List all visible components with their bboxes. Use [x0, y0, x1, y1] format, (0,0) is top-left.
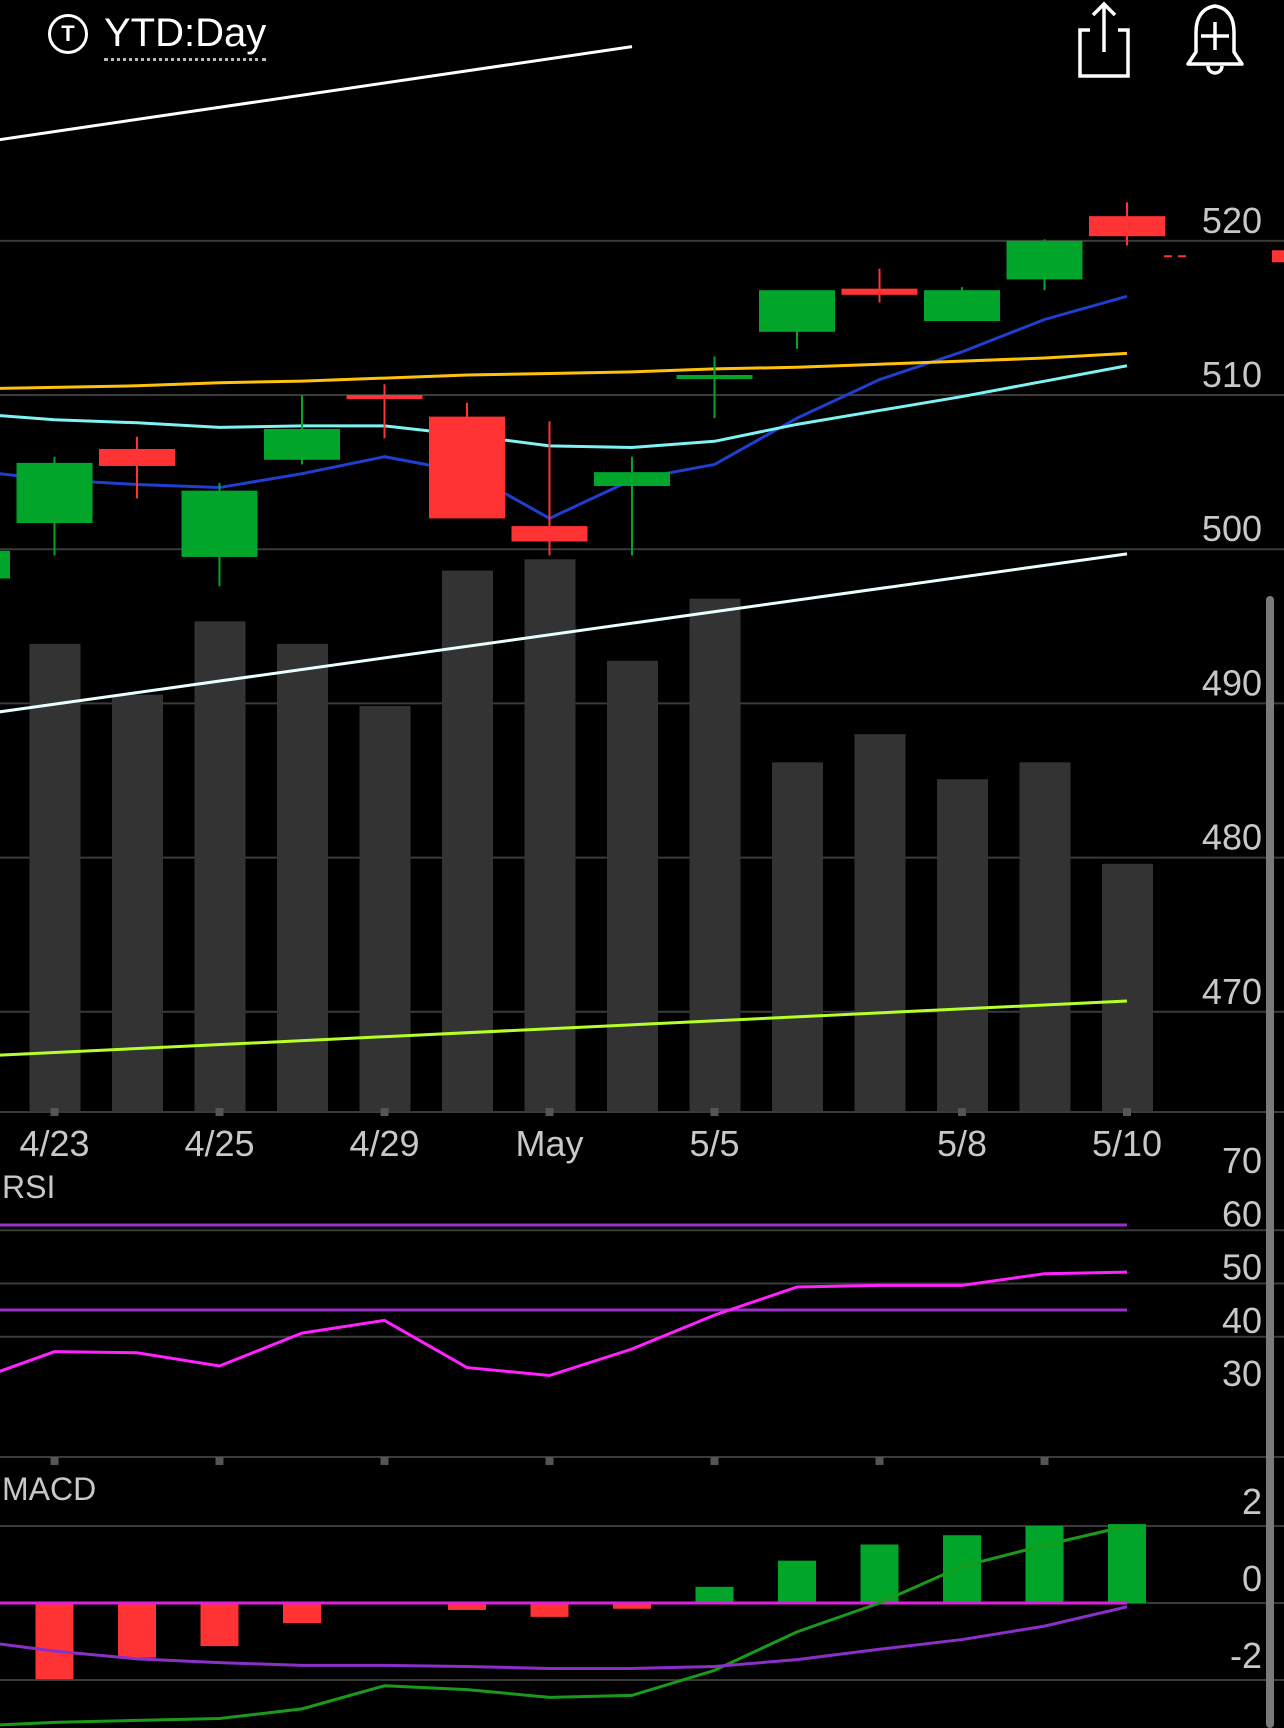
rsi-x-tick-mark	[215, 1457, 224, 1465]
scrollbar	[1266, 596, 1274, 1728]
candle	[841, 288, 918, 295]
price-tick-label: 470	[1202, 971, 1262, 1012]
rsi-x-tick-mark	[875, 1457, 884, 1465]
x-tick-label: 5/8	[937, 1123, 987, 1164]
macd-histogram-bar	[530, 1603, 569, 1617]
x-tick-label: 4/29	[349, 1123, 419, 1164]
candle	[99, 449, 175, 466]
moving-average-line	[0, 351, 1128, 390]
candle	[346, 395, 423, 400]
bell-plus-icon[interactable]	[1182, 0, 1248, 80]
macd-histogram-bar	[695, 1586, 734, 1603]
price-tick-label: 480	[1202, 817, 1262, 858]
macd-histogram-bar	[1025, 1526, 1064, 1603]
macd-histogram-bar	[613, 1603, 651, 1609]
x-tick-label: 5/5	[689, 1123, 739, 1164]
volume-bar	[29, 643, 81, 1112]
candle	[924, 290, 1000, 322]
macd-histogram-bar	[35, 1603, 74, 1680]
ticker-icon[interactable]: T	[48, 14, 88, 54]
x-tick-mark	[50, 1108, 59, 1116]
price-tick-label: 520	[1202, 200, 1262, 241]
rsi-tick-label: 70	[1222, 1140, 1262, 1181]
volume-bar	[524, 559, 576, 1112]
candle	[429, 416, 505, 519]
x-tick-label: 5/10	[1092, 1123, 1162, 1164]
macd-histogram-bar	[200, 1603, 239, 1647]
header: T YTD:Day	[0, 0, 1284, 90]
macd-tick-label: 2	[1242, 1481, 1262, 1522]
period-selector[interactable]: YTD:Day	[104, 10, 267, 61]
candle	[594, 472, 670, 487]
rsi-line	[0, 1270, 1128, 1378]
macd-tick-label: 0	[1242, 1558, 1262, 1599]
candle	[264, 428, 340, 460]
macd-series-line	[0, 1524, 1128, 1727]
rsi-x-tick-mark	[1040, 1457, 1049, 1465]
x-tick-label: 4/23	[19, 1123, 89, 1164]
rsi-tick-label: 60	[1222, 1193, 1262, 1234]
rsi-x-tick-mark	[545, 1457, 554, 1465]
macd-histogram-bar	[118, 1603, 156, 1658]
candle	[511, 526, 588, 542]
macd-histogram-bar	[778, 1560, 816, 1603]
price-tick-label: 500	[1202, 508, 1262, 549]
rsi-x-tick-mark	[710, 1457, 719, 1465]
volume-bar	[442, 570, 493, 1112]
candle	[181, 490, 258, 557]
x-tick-mark	[380, 1108, 389, 1116]
share-icon[interactable]	[1074, 0, 1134, 80]
macd-histogram-bar	[860, 1544, 899, 1603]
trendline	[0, 552, 1128, 714]
volume-bar	[277, 643, 328, 1112]
rsi-tick-label: 40	[1222, 1300, 1262, 1341]
macd-histogram-bar	[283, 1603, 321, 1624]
macd-histogram-bar	[1108, 1524, 1146, 1603]
x-tick-label: 4/25	[184, 1123, 254, 1164]
candle	[676, 374, 753, 379]
x-tick-mark	[1123, 1108, 1131, 1116]
current-price-marker	[1272, 250, 1284, 263]
candle	[1006, 240, 1083, 280]
rsi-tick-label: 30	[1222, 1353, 1262, 1394]
rsi-title: RSI	[2, 1169, 55, 1205]
candle	[759, 290, 835, 332]
volume-bar	[607, 660, 658, 1112]
x-tick-mark	[215, 1108, 224, 1116]
x-tick-mark	[545, 1108, 554, 1116]
rsi-x-tick-mark	[380, 1457, 389, 1465]
volume-bar	[1102, 863, 1153, 1112]
moving-average-line	[0, 294, 1128, 521]
candle	[16, 462, 93, 524]
x-tick-mark	[710, 1108, 719, 1116]
macd-tick-label: -2	[1230, 1635, 1262, 1676]
volume-bar	[689, 598, 741, 1112]
rsi-x-tick-mark	[50, 1457, 59, 1465]
macd-histogram-bar	[943, 1535, 981, 1603]
rsi-tick-label: 50	[1222, 1247, 1262, 1288]
volume-bar	[359, 705, 411, 1112]
trendline	[0, 999, 1128, 1057]
moving-average-line	[0, 364, 1128, 449]
price-tick-label: 510	[1202, 354, 1262, 395]
volume-bar	[1019, 762, 1071, 1112]
macd-series-line	[0, 1605, 1128, 1670]
volume-bar	[937, 779, 988, 1112]
volume-bar	[112, 694, 163, 1112]
volume-bar	[194, 621, 246, 1112]
macd-histogram-bar	[448, 1603, 486, 1610]
x-tick-label: May	[515, 1123, 583, 1164]
volume-bar	[854, 734, 906, 1112]
macd-title: MACD	[2, 1471, 96, 1507]
volume-bar	[772, 762, 823, 1112]
candle-partial	[0, 550, 10, 579]
x-tick-mark	[958, 1108, 966, 1116]
candle	[1089, 216, 1165, 237]
price-tick-label: 490	[1202, 662, 1262, 703]
trendline	[0, 45, 633, 142]
